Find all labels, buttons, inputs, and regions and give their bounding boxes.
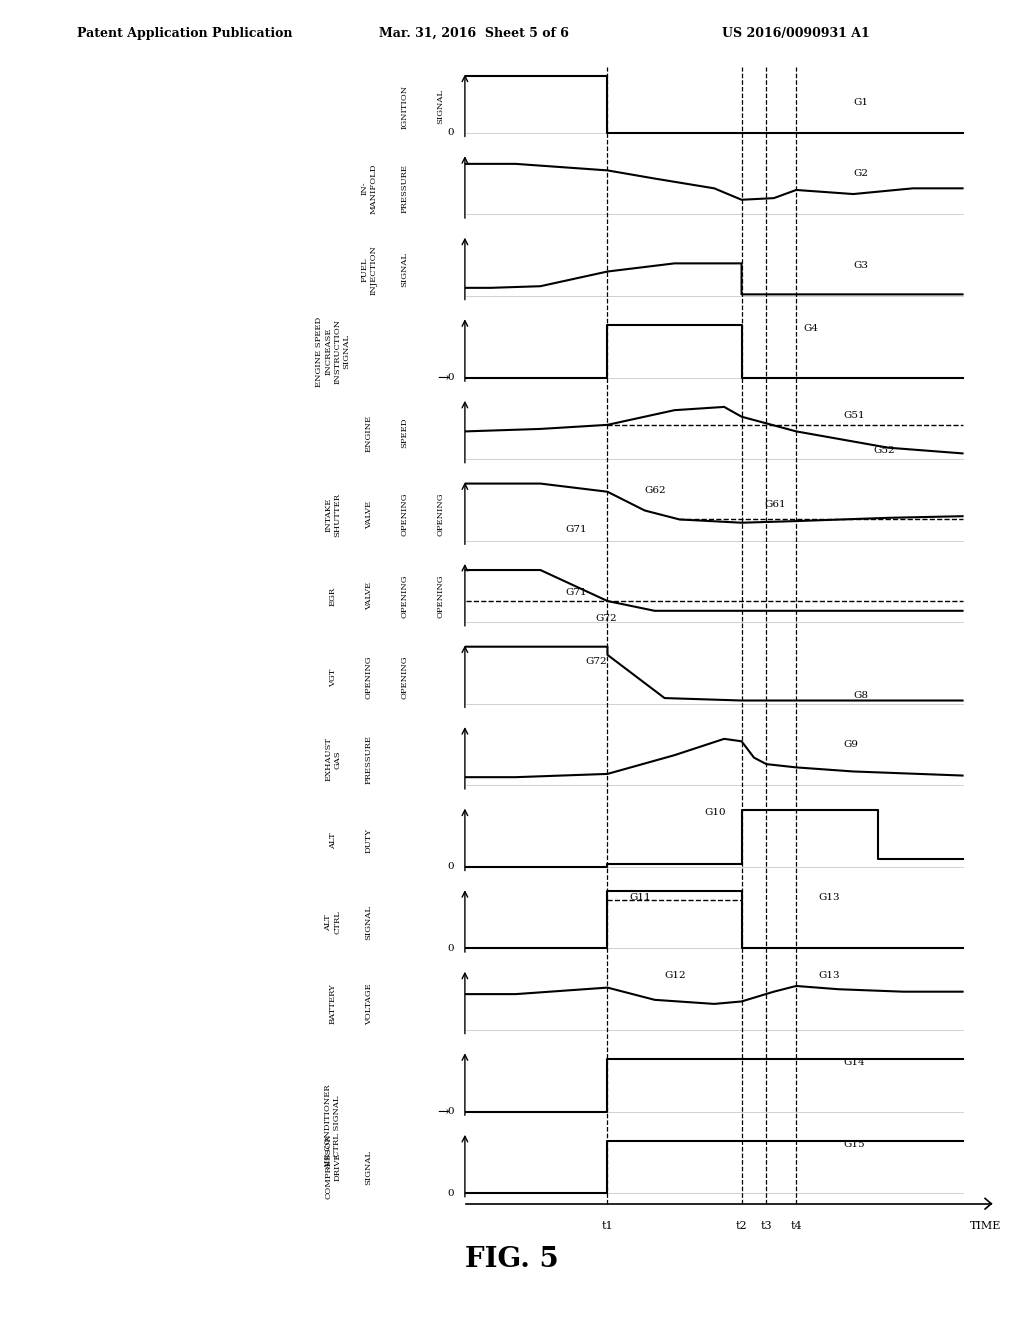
Text: VALVE: VALVE bbox=[365, 582, 373, 610]
Text: ALT
CTRL: ALT CTRL bbox=[325, 911, 341, 935]
Text: SPEED: SPEED bbox=[400, 417, 409, 449]
Text: FIG. 5: FIG. 5 bbox=[465, 1246, 559, 1274]
Text: G62: G62 bbox=[645, 486, 667, 495]
Text: ALT: ALT bbox=[329, 833, 337, 849]
Text: VOLTAGE: VOLTAGE bbox=[365, 983, 373, 1024]
Text: Mar. 31, 2016  Sheet 5 of 6: Mar. 31, 2016 Sheet 5 of 6 bbox=[379, 26, 568, 40]
Text: OPENING: OPENING bbox=[400, 574, 409, 618]
Text: 0: 0 bbox=[447, 1107, 454, 1117]
Text: G72: G72 bbox=[595, 614, 616, 623]
Text: SIGNAL: SIGNAL bbox=[365, 1150, 373, 1184]
Text: EXHAUST
GAS: EXHAUST GAS bbox=[325, 738, 341, 781]
Text: 0: 0 bbox=[447, 1188, 454, 1197]
Text: INTAKE
SHUTTER: INTAKE SHUTTER bbox=[325, 492, 341, 536]
Text: SIGNAL: SIGNAL bbox=[365, 904, 373, 940]
Text: G61: G61 bbox=[764, 500, 785, 510]
Text: OPENING: OPENING bbox=[400, 492, 409, 536]
Text: G12: G12 bbox=[665, 972, 686, 979]
Text: t3: t3 bbox=[761, 1221, 772, 1230]
Text: SIGNAL: SIGNAL bbox=[400, 252, 409, 288]
Text: SIGNAL: SIGNAL bbox=[436, 90, 444, 124]
Text: →: → bbox=[437, 371, 450, 384]
Text: 0: 0 bbox=[447, 128, 454, 137]
Text: G71: G71 bbox=[565, 587, 587, 597]
Text: IN-
MANIFOLD: IN- MANIFOLD bbox=[360, 164, 377, 214]
Text: AIR CONDITIONER
CTRL SIGNAL: AIR CONDITIONER CTRL SIGNAL bbox=[325, 1084, 341, 1168]
Text: G3: G3 bbox=[853, 261, 868, 271]
Text: G14: G14 bbox=[844, 1059, 865, 1067]
Text: Patent Application Publication: Patent Application Publication bbox=[77, 26, 292, 40]
Text: G72: G72 bbox=[585, 657, 607, 665]
Text: G51: G51 bbox=[844, 411, 865, 420]
Text: IGNITION: IGNITION bbox=[400, 84, 409, 129]
Text: VALVE: VALVE bbox=[365, 500, 373, 528]
Text: VGT: VGT bbox=[329, 668, 337, 686]
Text: EGR: EGR bbox=[329, 586, 337, 606]
Text: G9: G9 bbox=[844, 741, 858, 748]
Text: OPENING: OPENING bbox=[436, 574, 444, 618]
Text: COMPRESSOR
DRIVE: COMPRESSOR DRIVE bbox=[325, 1135, 341, 1200]
Text: DUTY: DUTY bbox=[365, 828, 373, 853]
Text: G4: G4 bbox=[804, 325, 818, 333]
Text: G71: G71 bbox=[565, 525, 587, 533]
Text: G8: G8 bbox=[853, 692, 868, 700]
Text: t1: t1 bbox=[602, 1221, 613, 1230]
Text: US 2016/0090931 A1: US 2016/0090931 A1 bbox=[722, 26, 869, 40]
Text: 0: 0 bbox=[447, 944, 454, 953]
Text: ENGINE SPEED
INCREASE
INSTRUCTION
SIGNAL: ENGINE SPEED INCREASE INSTRUCTION SIGNAL bbox=[315, 317, 350, 387]
Text: PRESSURE: PRESSURE bbox=[400, 164, 409, 213]
Text: BATTERY: BATTERY bbox=[329, 983, 337, 1024]
Text: 0: 0 bbox=[447, 862, 454, 871]
Text: OPENING: OPENING bbox=[436, 492, 444, 536]
Text: OPENING: OPENING bbox=[365, 656, 373, 700]
Text: G1: G1 bbox=[853, 98, 868, 107]
Text: G10: G10 bbox=[705, 808, 726, 817]
Text: t4: t4 bbox=[791, 1221, 802, 1230]
Text: 0: 0 bbox=[447, 374, 454, 381]
Text: OPENING: OPENING bbox=[400, 656, 409, 700]
Text: G15: G15 bbox=[844, 1139, 865, 1148]
Text: G13: G13 bbox=[818, 894, 840, 903]
Text: t2: t2 bbox=[735, 1221, 748, 1230]
Text: →: → bbox=[437, 1105, 450, 1118]
Text: G52: G52 bbox=[873, 446, 895, 455]
Text: ENGINE: ENGINE bbox=[365, 414, 373, 451]
Text: G11: G11 bbox=[630, 894, 651, 903]
Text: G2: G2 bbox=[853, 169, 868, 178]
Text: FUEL
INJECTION: FUEL INJECTION bbox=[360, 246, 377, 294]
Text: TIME: TIME bbox=[970, 1221, 1000, 1230]
Text: PRESSURE: PRESSURE bbox=[365, 735, 373, 784]
Text: G13: G13 bbox=[818, 972, 840, 979]
